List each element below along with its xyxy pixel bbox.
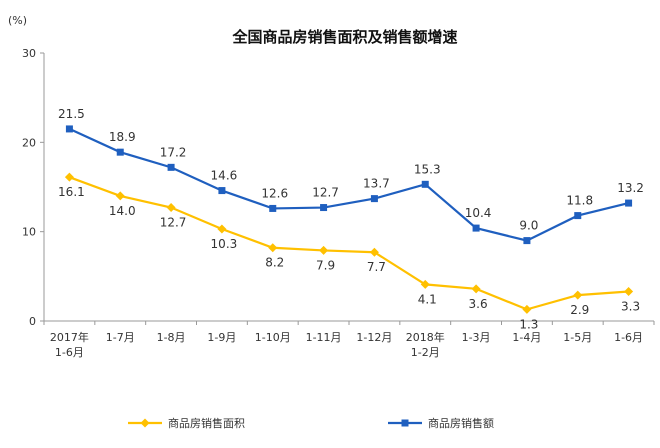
data-point — [574, 212, 582, 220]
series-sales-area: 16.1 14.0 12.7 10.3 8.2 7.9 7.7 4.1 3.6 1.3 2.9 3.3 — [58, 172, 640, 331]
data-point — [624, 287, 634, 297]
x-tick-label: 1-11月 — [306, 331, 342, 344]
data-point — [166, 203, 176, 213]
data-label: 7.7 — [367, 260, 386, 274]
data-point — [523, 237, 531, 245]
data-label: 12.6 — [261, 186, 288, 200]
data-label: 11.8 — [566, 194, 593, 208]
data-point — [319, 245, 329, 255]
data-point — [64, 172, 74, 182]
data-point — [167, 163, 175, 171]
data-label: 14.0 — [109, 204, 136, 218]
data-label: 12.7 — [312, 186, 339, 200]
data-label: 9.0 — [519, 219, 538, 233]
data-label: 7.9 — [316, 258, 335, 272]
data-label: 1.3 — [519, 317, 538, 331]
data-point — [268, 243, 278, 253]
x-tick-label: 1-7月 — [106, 331, 135, 344]
data-point — [218, 187, 226, 195]
series-layer: 16.1 14.0 12.7 10.3 8.2 7.9 7.7 4.1 3.6 1.3 2.9 3.3… — [58, 107, 644, 331]
legend-label: 商品房销售面积 — [168, 416, 245, 430]
data-label: 8.2 — [265, 256, 284, 270]
data-label: 18.9 — [109, 130, 136, 144]
x-tick-label: 2018年 1-2月 — [406, 330, 445, 359]
legend-item: 商品房销售额 — [388, 416, 494, 430]
y-tick-label: 30 — [22, 47, 36, 60]
x-tick-label: 2017年 1-6月 — [50, 330, 89, 359]
series-line — [68, 127, 629, 242]
x-tick-label: 1-10月 — [255, 331, 291, 344]
data-label: 4.1 — [418, 292, 437, 306]
legend-item: 商品房销售面积 — [128, 416, 245, 430]
data-label: 10.4 — [465, 206, 492, 220]
y-tick-label: 10 — [22, 226, 36, 239]
data-point — [472, 224, 480, 232]
data-point — [370, 195, 378, 203]
data-point — [269, 204, 277, 212]
legend-marker — [401, 419, 409, 427]
chart-title: 全国商品房销售面积及销售额增速 — [231, 28, 457, 46]
data-point — [471, 284, 481, 294]
data-point — [320, 204, 328, 212]
legend-marker — [140, 418, 150, 428]
data-point — [573, 290, 583, 300]
y-tick-label: 0 — [29, 315, 36, 328]
data-label: 14.6 — [211, 169, 238, 183]
data-point — [420, 279, 430, 289]
x-tick-label: 1-9月 — [207, 331, 236, 344]
data-label: 10.3 — [211, 237, 238, 251]
data-label: 15.3 — [414, 162, 441, 176]
y-axis-unit-label: (%) — [8, 14, 27, 27]
data-point — [115, 191, 125, 201]
data-label: 2.9 — [570, 303, 589, 317]
x-tick-label: 1-3月 — [462, 331, 491, 344]
data-point — [217, 224, 227, 234]
data-label: 13.7 — [363, 177, 390, 191]
data-point — [369, 247, 379, 257]
data-point — [116, 148, 124, 156]
x-tick-label: 1-8月 — [157, 331, 186, 344]
legend: 商品房销售面积 商品房销售额 — [128, 416, 494, 430]
y-tick-label: 20 — [22, 136, 36, 149]
legend-label: 商品房销售额 — [428, 416, 494, 430]
data-label: 13.2 — [617, 181, 644, 195]
series-line — [69, 176, 629, 311]
data-label: 3.6 — [469, 297, 488, 311]
data-point — [625, 199, 633, 207]
x-tick-label: 1-5月 — [563, 331, 592, 344]
data-label: 16.1 — [58, 185, 85, 199]
series-sales-amount: 21.5 18.9 17.2 14.6 12.6 12.7 13.7 15.3 10.4 9.0 1… — [58, 107, 644, 245]
data-label: 17.2 — [160, 145, 187, 159]
data-point — [421, 180, 429, 188]
data-label: 21.5 — [58, 107, 85, 121]
x-tick-label: 1-6月 — [614, 331, 643, 344]
data-point — [522, 304, 532, 314]
axes: 0 10 20 30 2017年 1-6月 1-7月 1-8月 1-9月 1-10月 1-11月 1-… — [22, 47, 655, 359]
data-label: 12.7 — [160, 216, 187, 230]
data-point — [65, 125, 73, 133]
x-tick-label: 1-4月 — [512, 331, 541, 344]
data-label: 3.3 — [621, 300, 640, 314]
x-tick-label: 1-12月 — [356, 331, 392, 344]
